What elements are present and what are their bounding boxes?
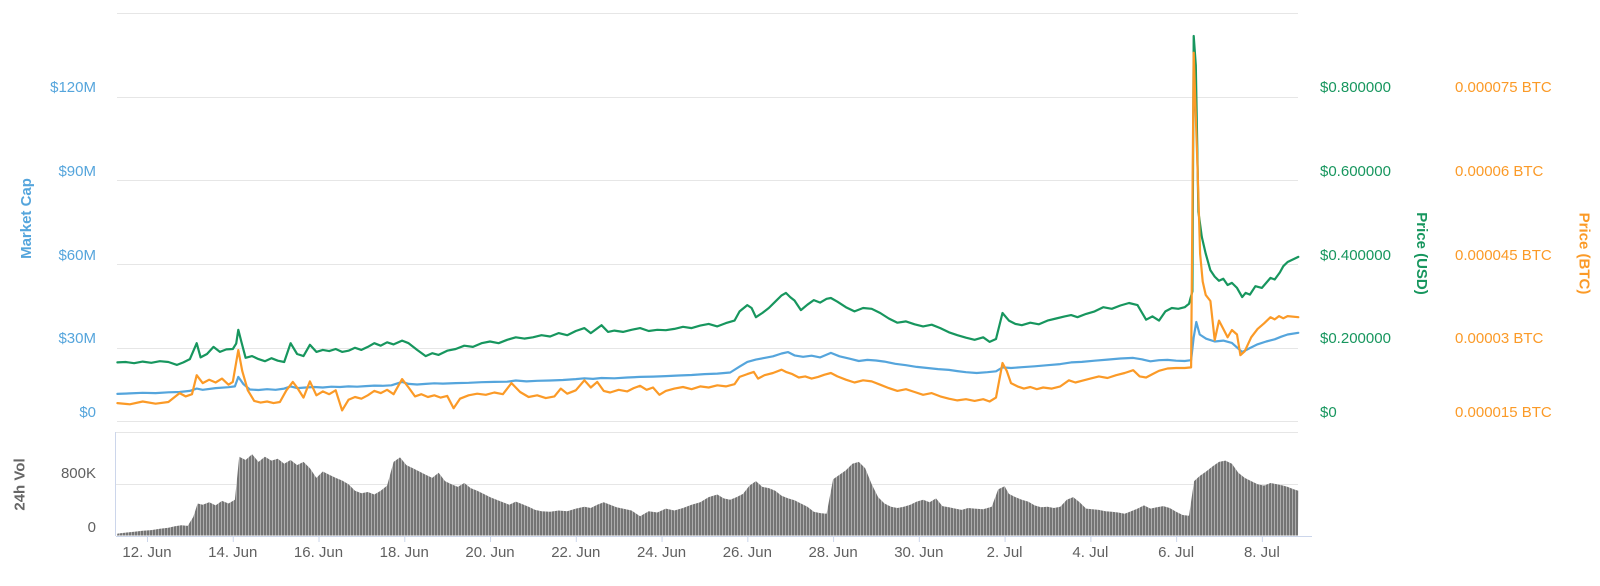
market-cap-tick-label: $120M [50,79,96,96]
price-btc-tick-label: 0.000045 BTC [1455,247,1552,264]
market-cap-tick-label: $30M [58,330,96,347]
price-btc-tick-label: 0.00003 BTC [1455,330,1544,347]
x-axis-date-label: 20. Jun [465,544,515,561]
x-axis-date-label: 22. Jun [551,544,601,561]
x-axis-date-label: 14. Jun [208,544,258,561]
market-cap-axis-title: Market Cap [17,177,35,259]
x-axis-date-label: 4. Jul [1072,544,1109,561]
x-axis-date-label: 24. Jun [636,544,687,561]
price-usd-tick-label: $0.200000 [1320,330,1391,347]
price-usd-tick-label: $0 [1320,404,1337,421]
price-btc-tick-label: 0.000075 BTC [1455,79,1552,96]
price-usd-tick-label: $0.800000 [1320,79,1391,96]
market-cap-tick-label: $0 [79,404,96,421]
price-btc-tick-label: 0.00006 BTC [1455,163,1544,180]
price-usd-tick-label: $0.400000 [1320,247,1391,264]
x-axis-date-label: 6. Jul [1158,544,1195,561]
market-cap-line[interactable] [116,320,1300,395]
price-btc-line[interactable] [116,51,1300,412]
x-axis-date-label: 2. Jul [986,544,1023,561]
market-cap-tick-label: $60M [58,247,96,264]
volume-tick-label: 800K [60,465,96,482]
price-btc-tick-label: 0.000015 BTC [1455,404,1552,421]
market-cap-tick-label: $90M [58,163,96,180]
price-usd-tick-label: $0.600000 [1320,163,1391,180]
volume-bars[interactable] [117,454,1299,536]
x-axis-date-label: 16. Jun [293,544,344,561]
x-axis-date-label: 12. Jun [122,544,172,561]
x-axis-date-label: 28. Jun [808,544,858,561]
x-axis-date-label: 26. Jun [722,544,772,561]
x-axis-date-label: 30. Jun [894,544,944,561]
price-usd-line[interactable] [116,34,1300,366]
volume-tick-label: 0 [87,519,96,536]
x-axis-date-label: 8. Jul [1243,544,1280,561]
x-axis-date-label: 18. Jun [379,544,429,561]
